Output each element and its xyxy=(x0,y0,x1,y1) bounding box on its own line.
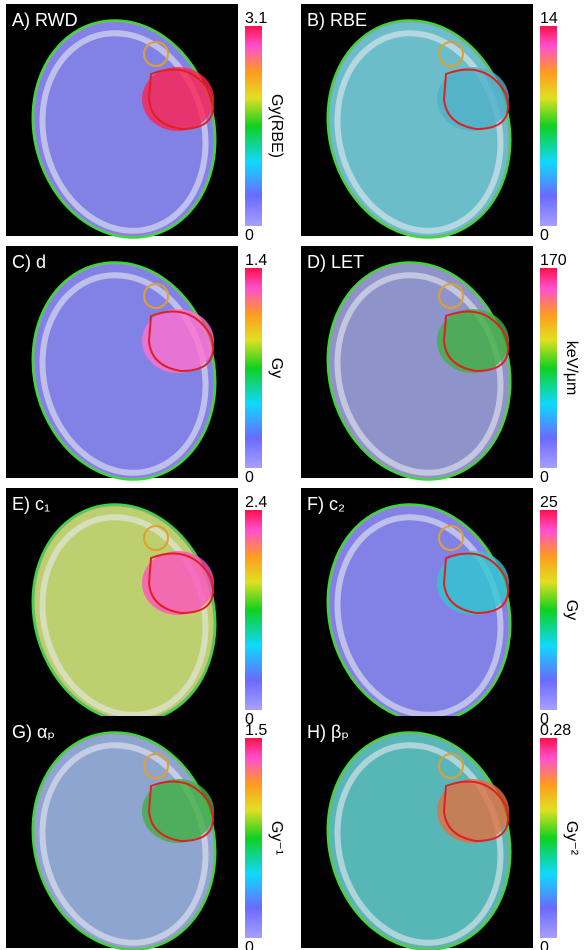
colorbar xyxy=(540,738,557,938)
panel: H) βₚ 0.28 0 Gy⁻² xyxy=(301,711,580,950)
colorbar-max: 25 xyxy=(540,494,558,511)
colorbar-min: 0 xyxy=(540,939,549,950)
hot-region xyxy=(437,67,509,131)
colorbar xyxy=(540,268,557,468)
panel: D) LET 170 0 keV/μm xyxy=(301,241,580,500)
panel: G) αₚ 1.5 0 Gy⁻¹ xyxy=(6,711,285,950)
unit-label: Gy(RBE) xyxy=(268,94,285,158)
panel-label: E) c₁ xyxy=(12,494,50,514)
hot-region xyxy=(437,779,509,843)
colorbar-max: 1.4 xyxy=(245,252,267,269)
colorbar xyxy=(245,26,262,226)
hot-region xyxy=(437,309,509,373)
figure: A) RWD 3.1 0 Gy(RBE) B) RBE 14 0 C) d 1.4 0 Gy D) L… xyxy=(0,0,587,950)
hot-region xyxy=(437,551,509,615)
unit-label: keV/μm xyxy=(563,341,580,396)
unit-label: Gy⁻¹ xyxy=(268,821,285,855)
hot-region xyxy=(142,779,214,843)
colorbar-max: 1.5 xyxy=(245,722,267,739)
unit-label: Gy xyxy=(563,600,580,620)
hot-region xyxy=(142,551,214,615)
colorbar xyxy=(540,26,557,226)
unit-label: Gy⁻² xyxy=(563,821,580,856)
colorbar-max: 170 xyxy=(540,252,567,269)
panel-label: B) RBE xyxy=(307,10,367,30)
panel-label: A) RWD xyxy=(12,10,78,30)
unit-label: Gy xyxy=(268,358,285,378)
colorbar-max: 2.4 xyxy=(245,494,267,511)
panel: B) RBE 14 0 xyxy=(301,0,558,259)
panel-label: H) βₚ xyxy=(307,722,349,742)
panel-label: G) αₚ xyxy=(12,722,55,742)
colorbar-min: 0 xyxy=(245,227,254,244)
colorbar-max: 14 xyxy=(540,10,558,27)
colorbar-min: 0 xyxy=(245,469,254,486)
panel: C) d 1.4 0 Gy xyxy=(6,241,285,500)
panel-label: C) d xyxy=(12,252,46,272)
colorbar-max: 0.28 xyxy=(540,722,571,739)
panel: A) RWD 3.1 0 Gy(RBE) xyxy=(6,0,285,259)
colorbar xyxy=(540,510,557,710)
colorbar-min: 0 xyxy=(540,469,549,486)
colorbar xyxy=(245,268,262,468)
panel-label: F) c₂ xyxy=(307,494,345,514)
panel-label: D) LET xyxy=(307,252,364,272)
colorbar xyxy=(245,738,262,938)
colorbar-min: 0 xyxy=(245,939,254,950)
colorbar xyxy=(245,510,262,710)
colorbar-min: 0 xyxy=(540,227,549,244)
hot-region xyxy=(142,309,214,373)
colorbar-max: 3.1 xyxy=(245,10,267,27)
hot-region xyxy=(142,67,214,131)
